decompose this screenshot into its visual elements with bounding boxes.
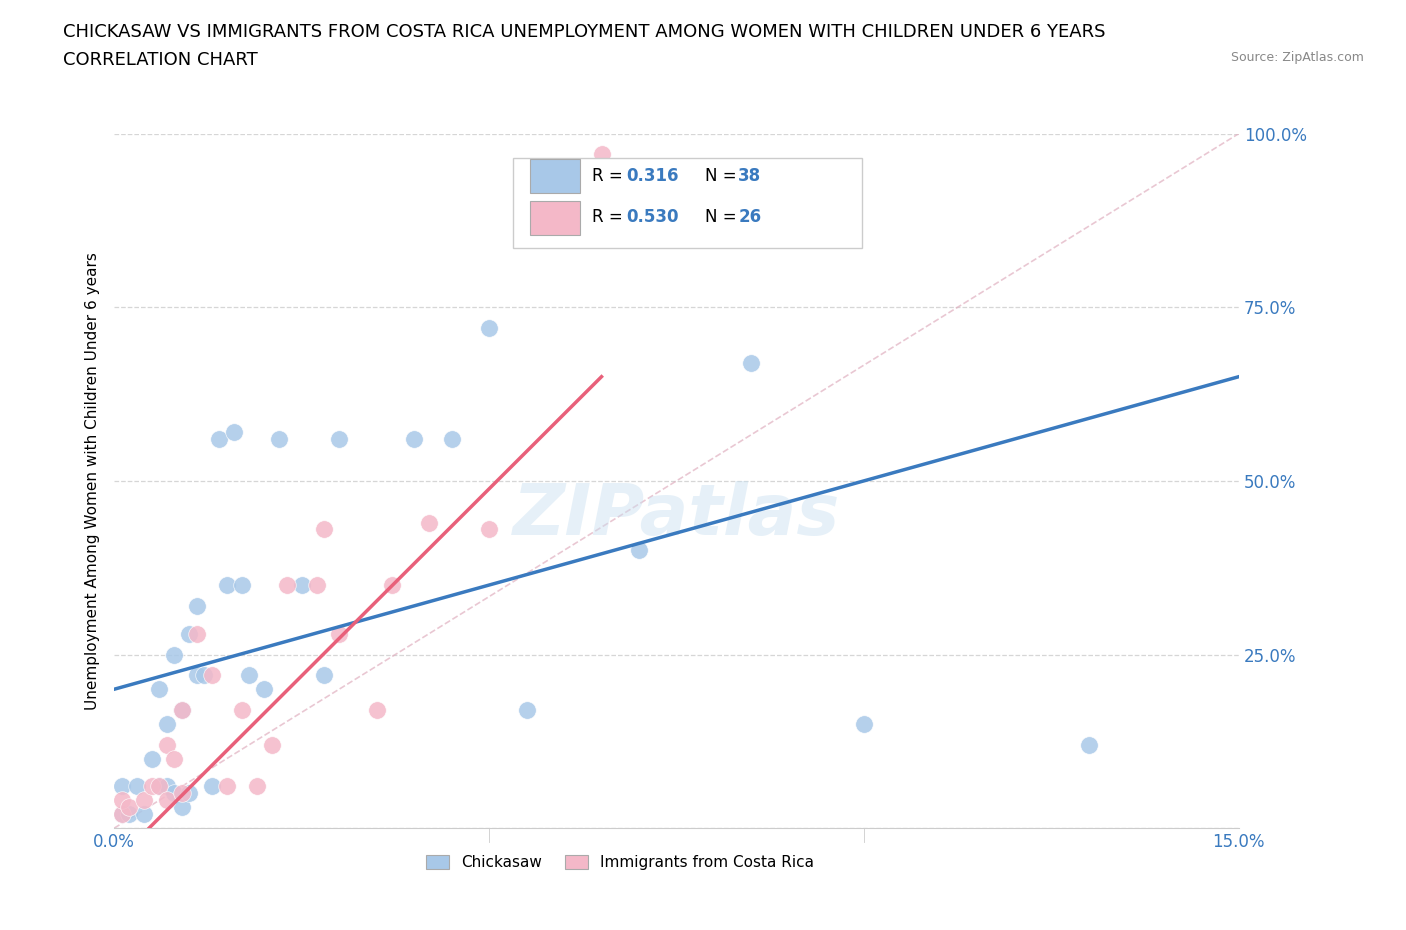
Chickasaw [224,425,246,440]
Text: Source: ZipAtlas.com: Source: ZipAtlas.com [1230,51,1364,64]
Chickasaw [156,716,179,731]
Immigrants from Costa Rica [170,703,193,718]
Chickasaw [852,716,875,731]
Chickasaw [141,751,163,766]
Legend: Chickasaw, Immigrants from Costa Rica: Chickasaw, Immigrants from Costa Rica [420,849,820,876]
Text: CORRELATION CHART: CORRELATION CHART [63,51,259,69]
Chickasaw [179,626,201,641]
Text: CHICKASAW VS IMMIGRANTS FROM COSTA RICA UNEMPLOYMENT AMONG WOMEN WITH CHILDREN U: CHICKASAW VS IMMIGRANTS FROM COSTA RICA … [63,23,1105,41]
Text: 0.316: 0.316 [626,166,678,185]
Immigrants from Costa Rica [305,578,328,592]
Immigrants from Costa Rica [170,786,193,801]
Immigrants from Costa Rica [215,779,238,794]
Chickasaw [163,786,186,801]
Chickasaw [314,668,336,683]
Text: R =: R = [592,166,628,185]
Immigrants from Costa Rica [591,147,613,162]
FancyBboxPatch shape [530,201,579,234]
Chickasaw [193,668,215,683]
Chickasaw [148,682,170,697]
Immigrants from Costa Rica [381,578,404,592]
Chickasaw [328,432,350,446]
Chickasaw [201,779,224,794]
FancyBboxPatch shape [513,158,862,248]
Immigrants from Costa Rica [276,578,298,592]
Immigrants from Costa Rica [163,751,186,766]
Immigrants from Costa Rica [111,807,134,822]
FancyBboxPatch shape [530,159,579,193]
Chickasaw [515,703,537,718]
Chickasaw [179,786,201,801]
Text: 26: 26 [738,208,762,226]
Immigrants from Costa Rica [478,522,501,537]
Chickasaw [111,779,134,794]
Chickasaw [291,578,314,592]
Immigrants from Costa Rica [156,737,179,752]
Chickasaw [163,647,186,662]
Text: 38: 38 [738,166,762,185]
Text: N =: N = [704,208,741,226]
Chickasaw [111,807,134,822]
Chickasaw [134,807,156,822]
Immigrants from Costa Rica [186,626,208,641]
Chickasaw [440,432,463,446]
Immigrants from Costa Rica [148,779,170,794]
Immigrants from Costa Rica [366,703,388,718]
Chickasaw [156,779,179,794]
Immigrants from Costa Rica [201,668,224,683]
Chickasaw [170,800,193,815]
Chickasaw [238,668,260,683]
Chickasaw [627,543,650,558]
Chickasaw [208,432,231,446]
Chickasaw [186,668,208,683]
Immigrants from Costa Rica [246,779,269,794]
Chickasaw [1077,737,1099,752]
Text: 0.530: 0.530 [626,208,678,226]
Chickasaw [231,578,253,592]
Chickasaw [148,779,170,794]
Immigrants from Costa Rica [141,779,163,794]
Y-axis label: Unemployment Among Women with Children Under 6 years: Unemployment Among Women with Children U… [86,252,100,710]
Immigrants from Costa Rica [118,800,141,815]
Chickasaw [170,703,193,718]
Text: ZIPatlas: ZIPatlas [513,481,841,551]
Chickasaw [186,598,208,613]
Immigrants from Costa Rica [156,793,179,808]
Chickasaw [253,682,276,697]
Immigrants from Costa Rica [314,522,336,537]
Chickasaw [215,578,238,592]
Text: N =: N = [704,166,741,185]
Chickasaw [118,807,141,822]
Chickasaw [269,432,291,446]
Immigrants from Costa Rica [328,626,350,641]
Text: R =: R = [592,208,628,226]
Immigrants from Costa Rica [111,793,134,808]
Chickasaw [404,432,426,446]
Immigrants from Costa Rica [231,703,253,718]
Chickasaw [740,355,762,370]
Chickasaw [125,779,148,794]
Chickasaw [478,321,501,336]
Immigrants from Costa Rica [418,515,440,530]
Immigrants from Costa Rica [260,737,283,752]
Immigrants from Costa Rica [134,793,156,808]
